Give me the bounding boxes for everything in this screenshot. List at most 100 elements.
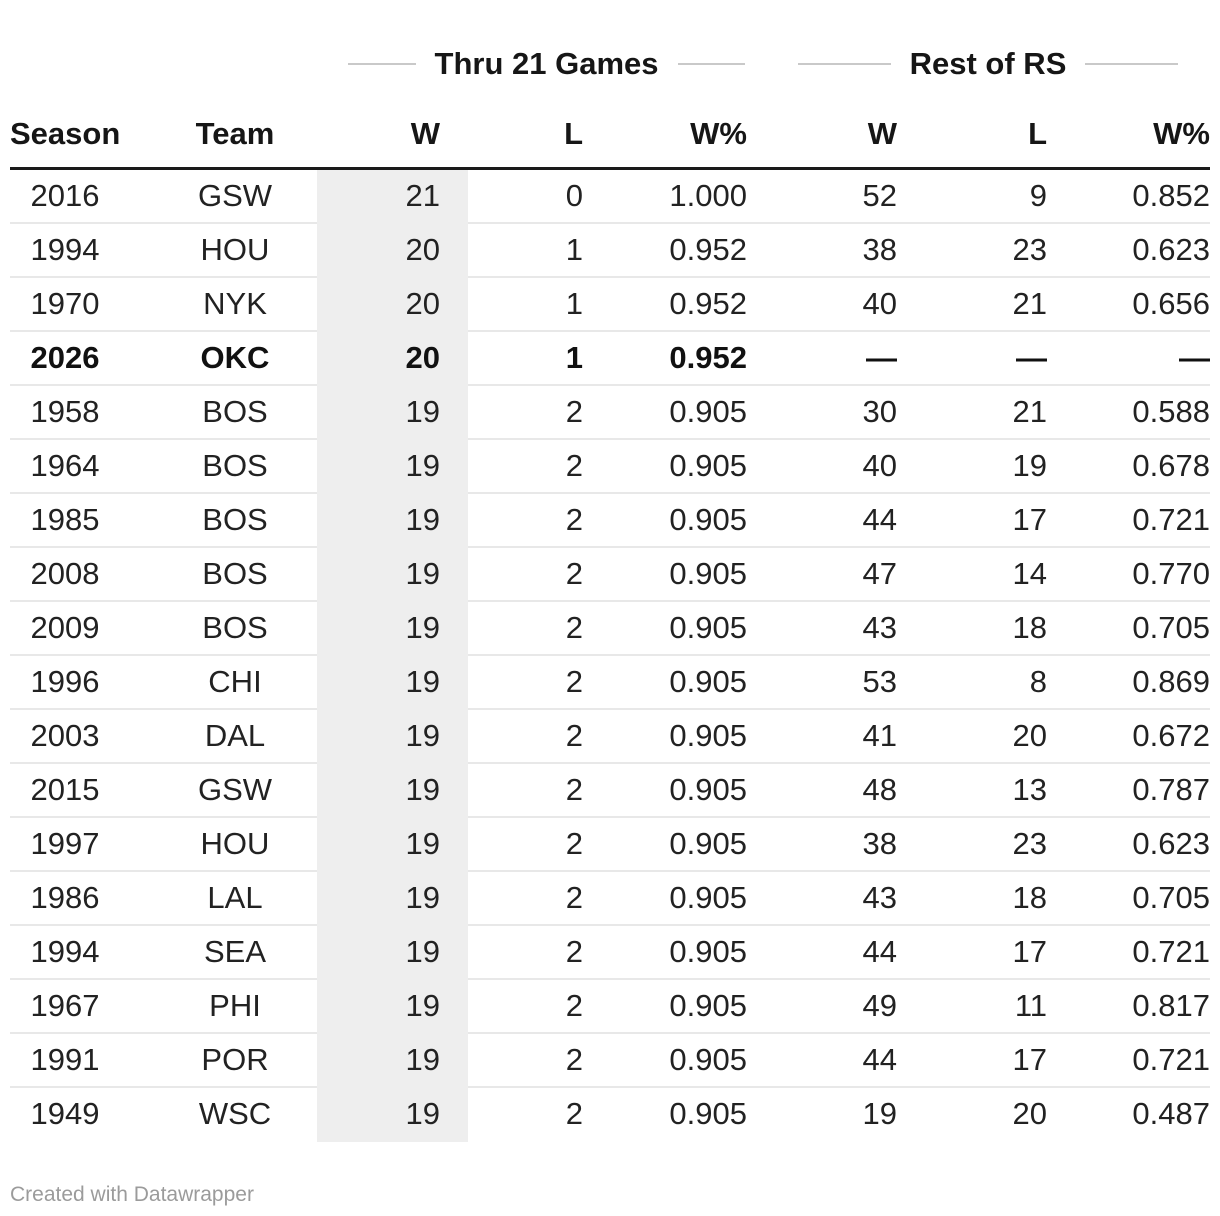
cell-wpct-thru21: 0.952 (593, 278, 757, 332)
cell-season: 1967 (10, 980, 120, 1034)
cell-w-thru21: 19 (317, 980, 468, 1034)
cell-wpct-thru21: 1.000 (593, 170, 757, 224)
cell-wpct-rest: 0.721 (1057, 494, 1210, 548)
group-divider-line (348, 63, 416, 65)
cell-w-thru21: 20 (317, 224, 468, 278)
cell-wpct-thru21: 0.905 (593, 926, 757, 980)
cell-wpct-rest: 0.705 (1057, 872, 1210, 926)
cell-wpct-rest: 0.787 (1057, 764, 1210, 818)
cell-team: GSW (120, 170, 317, 224)
table-body: 2016 GSW 21 0 1.000 52 9 0.852 1994 HOU … (10, 170, 1210, 1142)
cell-w-rest: 43 (757, 872, 907, 926)
cell-team: PHI (120, 980, 317, 1034)
datawrapper-credit-link[interactable]: Created with Datawrapper (10, 1183, 254, 1206)
column-header-w-rest: W (867, 118, 897, 151)
cell-wpct-rest: 0.672 (1057, 710, 1210, 764)
cell-w-rest: 43 (757, 602, 907, 656)
cell-l-thru21: 1 (468, 278, 593, 332)
cell-l-thru21: 2 (468, 710, 593, 764)
cell-wpct-rest: 0.623 (1057, 818, 1210, 872)
cell-w-rest: 38 (757, 818, 907, 872)
column-header-w-thru21: W (410, 118, 440, 151)
cell-l-rest: 20 (1012, 1096, 1047, 1131)
cell-team: HOU (120, 224, 317, 278)
cell-l-thru21: 2 (468, 926, 593, 980)
cell-season: 1986 (10, 872, 120, 926)
table-row: 1949 WSC 19 2 0.905 19 20 0.487 (10, 1088, 1210, 1142)
cell-w-rest: 52 (757, 170, 907, 224)
cell-l-thru21: 2 (468, 548, 593, 602)
cell-season: 1949 (30, 1096, 100, 1131)
cell-w-rest: 19 (862, 1096, 897, 1131)
table-row: 1994 SEA 19 2 0.905 44 17 0.721 (10, 926, 1210, 980)
cell-wpct-rest: 0.869 (1057, 656, 1210, 710)
column-group-thru-21-games: Thru 21 Games (348, 46, 746, 82)
cell-l-rest: 13 (907, 764, 1057, 818)
cell-wpct-thru21: 0.905 (593, 710, 757, 764)
cell-wpct-rest: 0.770 (1057, 548, 1210, 602)
cell-wpct-rest: 0.817 (1057, 980, 1210, 1034)
cell-team: WSC (198, 1096, 272, 1131)
cell-w-thru21: 19 (317, 440, 468, 494)
cell-season: 1994 (10, 926, 120, 980)
cell-l-rest: 21 (907, 278, 1057, 332)
table-row: 2015 GSW 19 2 0.905 48 13 0.787 (10, 764, 1210, 818)
cell-wpct-thru21: 0.952 (593, 332, 757, 386)
cell-w-thru21: 19 (317, 710, 468, 764)
cell-wpct-rest: 0.623 (1057, 224, 1210, 278)
cell-wpct-thru21: 0.905 (593, 818, 757, 872)
cell-l-thru21: 2 (565, 1096, 583, 1131)
cell-wpct-rest: 0.852 (1057, 170, 1210, 224)
cell-l-thru21: 1 (468, 332, 593, 386)
column-header-team: Team (195, 118, 275, 151)
column-header-wpct-rest: W% (1153, 118, 1210, 151)
cell-w-rest: 44 (757, 494, 907, 548)
cell-wpct-thru21: 0.905 (593, 602, 757, 656)
cell-wpct-thru21: 0.905 (593, 872, 757, 926)
cell-w-thru21: 19 (317, 764, 468, 818)
group-divider-line (1085, 63, 1178, 65)
table-header-row: Season Team W L W% W L W% (10, 105, 1210, 167)
cell-w-rest: 40 (757, 278, 907, 332)
cell-team: GSW (120, 764, 317, 818)
cell-wpct-thru21: 0.905 (593, 1034, 757, 1088)
cell-team: LAL (120, 872, 317, 926)
cell-l-thru21: 2 (468, 656, 593, 710)
cell-l-thru21: 2 (468, 440, 593, 494)
cell-season: 1994 (10, 224, 120, 278)
cell-w-rest: 48 (757, 764, 907, 818)
cell-wpct-rest: 0.721 (1057, 1034, 1210, 1088)
cell-w-thru21: 19 (317, 926, 468, 980)
cell-wpct-rest: — (1057, 332, 1210, 386)
cell-w-thru21: 19 (317, 494, 468, 548)
cell-w-thru21: 19 (317, 602, 468, 656)
cell-team: POR (120, 1034, 317, 1088)
table-row: 1997 HOU 19 2 0.905 38 23 0.623 (10, 818, 1210, 872)
cell-season: 2008 (10, 548, 120, 602)
cell-l-rest: 17 (907, 1034, 1057, 1088)
group-divider-line (798, 63, 891, 65)
cell-wpct-rest: 0.588 (1057, 386, 1210, 440)
cell-l-rest: 17 (907, 926, 1057, 980)
cell-l-thru21: 2 (468, 602, 593, 656)
cell-w-thru21: 19 (317, 548, 468, 602)
cell-l-rest: 21 (907, 386, 1057, 440)
cell-season: 1970 (10, 278, 120, 332)
cell-w-thru21: 19 (317, 872, 468, 926)
cell-w-thru21: 19 (317, 1088, 468, 1142)
cell-wpct-thru21: 0.905 (669, 1096, 747, 1131)
cell-w-rest: 44 (757, 1034, 907, 1088)
cell-l-thru21: 0 (468, 170, 593, 224)
cell-team: BOS (120, 602, 317, 656)
cell-team: BOS (120, 440, 317, 494)
cell-l-rest: 23 (907, 818, 1057, 872)
table-row: 2026 OKC 20 1 0.952 — — — (10, 332, 1210, 386)
cell-team: BOS (120, 548, 317, 602)
cell-l-thru21: 2 (468, 872, 593, 926)
cell-w-rest: — (757, 332, 907, 386)
column-header-l-thru21: L (564, 118, 583, 151)
cell-l-thru21: 2 (468, 980, 593, 1034)
cell-wpct-rest: 0.656 (1057, 278, 1210, 332)
cell-wpct-rest: 0.705 (1057, 602, 1210, 656)
cell-team: BOS (120, 386, 317, 440)
